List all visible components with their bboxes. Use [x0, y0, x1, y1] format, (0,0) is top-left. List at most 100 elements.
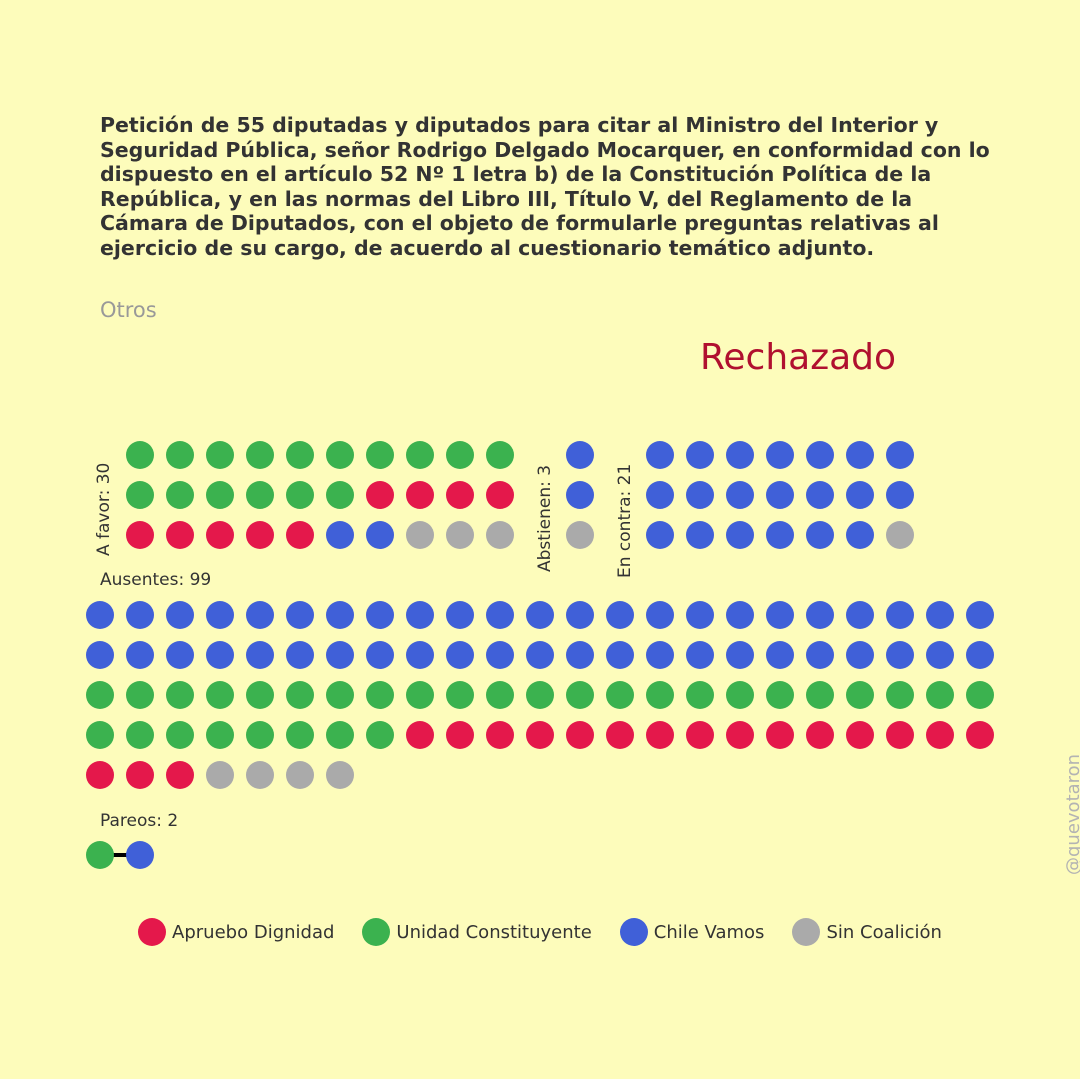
seat-ausente: [86, 761, 114, 789]
seat-ausente: [806, 601, 834, 629]
seat-ausente: [486, 721, 514, 749]
legend-item-cv: Chile Vamos: [619, 918, 765, 946]
seat-ausente: [646, 601, 674, 629]
seat-ausente: [606, 601, 634, 629]
seat-favor: [166, 481, 194, 509]
seat-favor: [246, 481, 274, 509]
seat-ausente: [206, 601, 234, 629]
seat-favor: [126, 481, 154, 509]
seat-ausente: [86, 721, 114, 749]
seat-ausente: [606, 681, 634, 709]
seat-abstiene: [566, 521, 594, 549]
seat-favor: [206, 521, 234, 549]
seat-contra: [806, 481, 834, 509]
seat-contra: [766, 521, 794, 549]
legend-item-ad: Apruebo Dignidad: [138, 918, 334, 946]
seat-ausente: [926, 721, 954, 749]
legend-label-uc: Unidad Constituyente: [396, 921, 592, 943]
seat-ausente: [966, 641, 994, 669]
seat-ausente: [446, 601, 474, 629]
seat-ausente: [886, 601, 914, 629]
seat-ausente: [646, 721, 674, 749]
seat-favor: [286, 441, 314, 469]
seat-ausente: [126, 601, 154, 629]
seat-favor: [246, 521, 274, 549]
seat-ausente: [726, 641, 754, 669]
seat-favor: [246, 441, 274, 469]
seat-ausente: [166, 641, 194, 669]
result-label: Rechazado: [700, 337, 897, 378]
seat-favor: [166, 521, 194, 549]
seat-pareo: [126, 841, 154, 869]
seat-ausente: [446, 641, 474, 669]
legend-item-uc: Unidad Constituyente: [362, 918, 592, 946]
seat-ausente: [526, 601, 554, 629]
seat-ausente: [926, 601, 954, 629]
seat-contra: [846, 441, 874, 469]
seat-ausente: [206, 641, 234, 669]
seat-ausente: [246, 721, 274, 749]
seat-ausente: [286, 681, 314, 709]
seat-ausente: [686, 681, 714, 709]
seat-contra: [806, 441, 834, 469]
seat-favor: [406, 481, 434, 509]
seat-ausente: [926, 681, 954, 709]
seat-ausente: [166, 721, 194, 749]
legend-dot-uc: [362, 918, 391, 946]
seat-favor: [366, 441, 394, 469]
seat-favor: [486, 441, 514, 469]
seat-ausente: [246, 681, 274, 709]
category-label: Otros: [100, 298, 157, 322]
seat-ausente: [966, 601, 994, 629]
seat-ausente: [366, 641, 394, 669]
legend-dot-cv: [619, 918, 648, 946]
seat-ausente: [246, 761, 274, 789]
seat-ausente: [446, 681, 474, 709]
seat-ausente: [366, 721, 394, 749]
seat-ausente: [726, 721, 754, 749]
seat-abstiene: [566, 481, 594, 509]
seat-favor: [326, 441, 354, 469]
seat-ausente: [406, 721, 434, 749]
seat-ausente: [326, 601, 354, 629]
seat-ausente: [486, 641, 514, 669]
seat-ausente: [406, 601, 434, 629]
seat-ausente: [86, 641, 114, 669]
seat-ausente: [806, 681, 834, 709]
seat-contra: [686, 521, 714, 549]
seat-ausente: [766, 721, 794, 749]
seat-ausente: [286, 761, 314, 789]
seat-ausente: [686, 601, 714, 629]
seat-ausente: [726, 681, 754, 709]
seat-ausente: [126, 721, 154, 749]
seat-ausente: [566, 641, 594, 669]
seat-favor: [446, 441, 474, 469]
seat-pareo: [86, 841, 114, 869]
vote-title: Petición de 55 diputadas y diputados par…: [100, 113, 990, 260]
seat-ausente: [326, 761, 354, 789]
seat-contra: [806, 521, 834, 549]
seat-favor: [406, 521, 434, 549]
legend-dot-sc: [792, 918, 821, 946]
seat-contra: [646, 481, 674, 509]
seat-ausente: [126, 641, 154, 669]
legend-dot-ad: [138, 918, 167, 946]
seat-ausente: [886, 681, 914, 709]
seat-ausente: [726, 601, 754, 629]
seat-favor: [446, 521, 474, 549]
seat-ausente: [646, 641, 674, 669]
legend-label-cv: Chile Vamos: [653, 921, 765, 943]
seat-favor: [286, 481, 314, 509]
seat-contra: [886, 521, 914, 549]
seat-contra: [646, 441, 674, 469]
seat-ausente: [486, 601, 514, 629]
seat-ausente: [86, 681, 114, 709]
seat-ausente: [766, 681, 794, 709]
seat-ausente: [286, 601, 314, 629]
seat-ausente: [766, 601, 794, 629]
seat-ausente: [766, 641, 794, 669]
legend-label-sc: Sin Coalición: [826, 921, 942, 943]
seat-favor: [206, 441, 234, 469]
seat-contra: [766, 481, 794, 509]
seat-contra: [846, 521, 874, 549]
